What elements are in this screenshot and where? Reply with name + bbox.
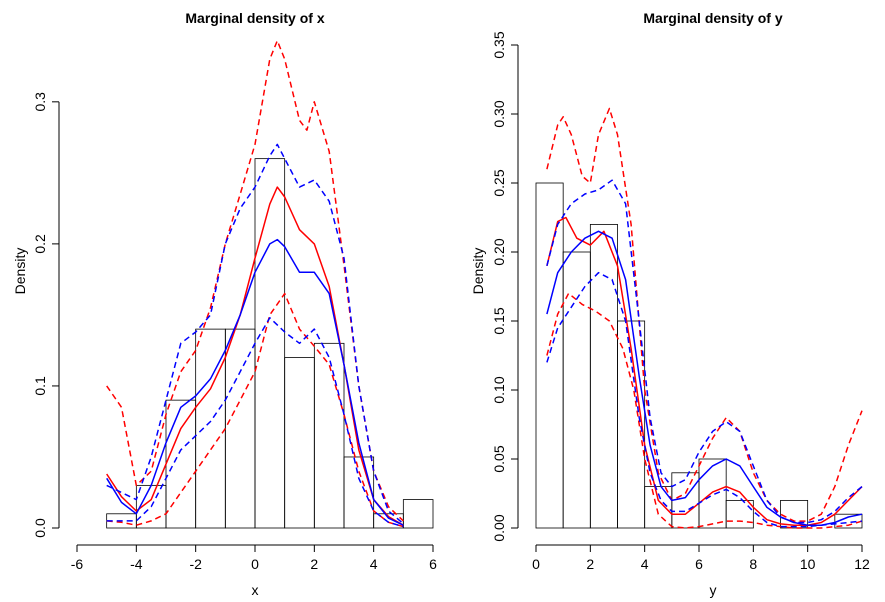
y-tick-label: 0.15 <box>491 307 507 334</box>
histogram-bar <box>725 499 754 529</box>
dashed-density-curve <box>106 39 404 522</box>
chart-title: Marginal density of y <box>643 10 782 26</box>
x-tick-label: 2 <box>310 556 318 572</box>
y-axis-label: Density <box>12 248 28 295</box>
x-tick-label: 0 <box>251 556 259 572</box>
y-tick-label: 0.1 <box>32 376 48 396</box>
histogram-bar <box>535 182 564 529</box>
histogram-bar <box>343 456 375 529</box>
histogram-bar <box>671 472 700 529</box>
x-tick-label: 8 <box>749 556 757 572</box>
y-tick-label: 0.35 <box>491 31 507 58</box>
x-tick-label: -2 <box>189 556 202 572</box>
histogram-bar <box>562 251 591 529</box>
x-tick-label: 0 <box>532 556 540 572</box>
histogram-bar <box>224 328 256 529</box>
y-tick-label: 0.05 <box>491 445 507 472</box>
histogram-bar <box>644 486 673 529</box>
x-tick-label: 10 <box>800 556 816 572</box>
histogram-bar <box>254 158 286 529</box>
solid-density-curve <box>546 216 863 526</box>
plot-area: -6 -4 -2 0 2 4 6 0.0 0.1 0.2 0.3 <box>32 39 437 572</box>
dashed-density-curve <box>106 317 404 528</box>
x-axis-label: x <box>252 582 259 598</box>
dashed-density-curve <box>546 179 863 524</box>
y-tick-label: 0.10 <box>491 376 507 403</box>
x-tick-label: 4 <box>641 556 649 572</box>
histogram-bar <box>313 342 345 529</box>
histogram-bar <box>284 357 315 529</box>
y-tick-label: 0.00 <box>491 514 507 541</box>
y-tick-label: 0.0 <box>32 518 48 538</box>
solid-density-curve <box>546 230 863 526</box>
y-axis-label: Density <box>470 248 486 295</box>
x-tick-label: 2 <box>586 556 594 572</box>
x-tick-label: -4 <box>130 556 143 572</box>
x-tick-label: 6 <box>429 556 437 572</box>
x-tick-label: 12 <box>854 556 870 572</box>
y-tick-label: 0.2 <box>32 234 48 254</box>
histogram-bar <box>165 399 197 529</box>
x-tick-label: 6 <box>695 556 703 572</box>
panel-y-density: Marginal density of y y Density 0 2 4 6 8 10 1… <box>470 10 870 598</box>
y-tick-label: 0.25 <box>491 169 507 196</box>
dashed-density-curve <box>546 107 863 522</box>
x-tick-label: 4 <box>370 556 378 572</box>
histogram-bar <box>698 458 727 529</box>
plot-area: 0 2 4 6 8 10 12 0.00 0.05 0.10 0.15 0.20 0.25 0.30 0.3… <box>491 31 870 572</box>
x-axis-label: y <box>710 582 717 598</box>
dashed-density-curve <box>106 292 404 528</box>
y-tick-label: 0.3 <box>32 92 48 112</box>
dashed-density-curve <box>106 143 404 525</box>
chart-title: Marginal density of x <box>185 10 324 26</box>
histogram-bar <box>780 499 809 529</box>
y-tick-label: 0.30 <box>491 100 507 127</box>
dashed-density-curve <box>546 271 863 528</box>
dashed-density-curve <box>546 292 863 529</box>
solid-density-curve <box>106 238 404 526</box>
histogram-bar <box>589 223 618 529</box>
panel-x-density: Marginal density of x x Density -6 -4 -2 0 2… <box>12 10 437 598</box>
y-tick-label: 0.20 <box>491 238 507 265</box>
x-tick-label: -6 <box>71 556 84 572</box>
histogram-bar <box>402 499 434 529</box>
